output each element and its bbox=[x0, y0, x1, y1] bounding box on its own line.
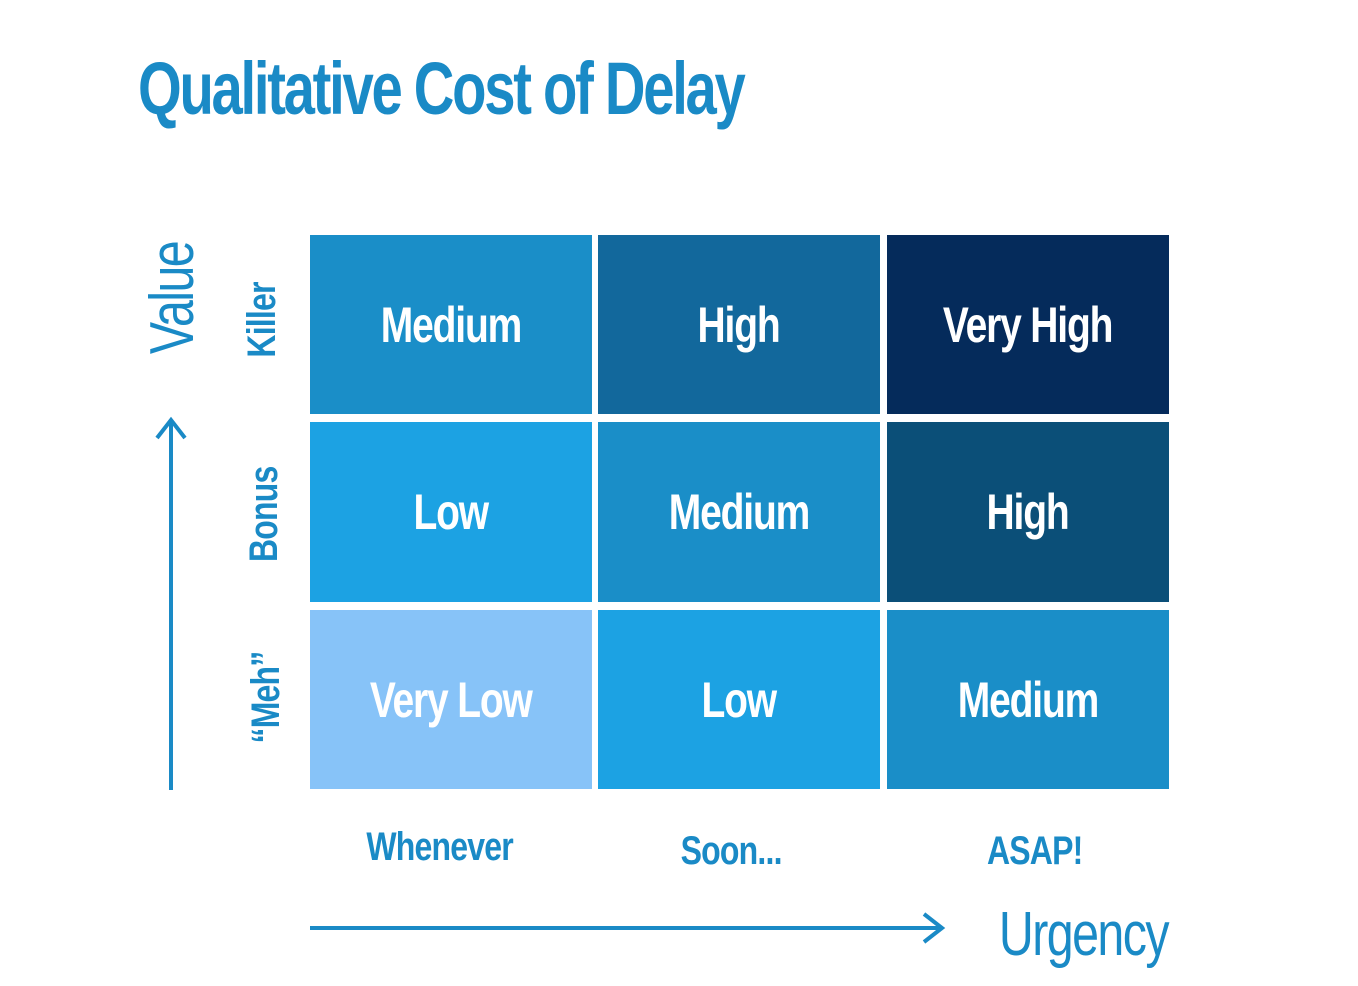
column-label-asap-text: ASAP! bbox=[987, 829, 1083, 873]
cell-killer-soon: High bbox=[598, 235, 880, 414]
cell-killer-asap-label: Very High bbox=[943, 296, 1114, 353]
value-axis-arrow bbox=[155, 416, 187, 790]
urgency-axis-arrow bbox=[310, 912, 946, 944]
cell-bonus-soon-label: Medium bbox=[668, 484, 810, 540]
cell-bonus-whenever: Low bbox=[310, 422, 592, 602]
cell-bonus-soon: Medium bbox=[598, 422, 880, 602]
cell-meh-whenever-label: Very Low bbox=[370, 671, 533, 728]
column-label-whenever: Whenever bbox=[320, 822, 560, 872]
column-label-asap: ASAP! bbox=[915, 826, 1155, 876]
row-label-meh: “Meh” bbox=[244, 618, 288, 778]
cell-bonus-asap-label: High bbox=[987, 484, 1070, 540]
cell-meh-whenever: Very Low bbox=[310, 610, 592, 789]
page-title: Qualitative Cost of Delay bbox=[138, 47, 746, 130]
column-label-whenever-text: Whenever bbox=[366, 825, 514, 869]
cell-meh-asap: Medium bbox=[887, 610, 1169, 789]
cell-killer-asap: Very High bbox=[887, 235, 1169, 414]
urgency-axis-title-text: Urgency bbox=[998, 900, 1169, 969]
row-label-bonus-text: Bonus bbox=[242, 466, 286, 562]
column-label-soon-text: Soon... bbox=[680, 829, 782, 873]
row-label-killer: Killer bbox=[240, 240, 284, 400]
cell-meh-soon-label: Low bbox=[701, 671, 778, 728]
row-label-killer-text: Killer bbox=[240, 282, 284, 358]
row-label-bonus: Bonus bbox=[242, 434, 286, 594]
value-axis-title-text: Value bbox=[138, 241, 207, 355]
cell-meh-soon: Low bbox=[598, 610, 880, 789]
urgency-axis-title: Urgency bbox=[988, 900, 1178, 970]
cell-killer-soon-label: High bbox=[698, 296, 781, 353]
cell-killer-whenever: Medium bbox=[310, 235, 592, 414]
row-label-meh-text: “Meh” bbox=[244, 652, 288, 744]
column-label-soon: Soon... bbox=[611, 826, 851, 876]
cell-bonus-asap: High bbox=[887, 422, 1169, 602]
cell-meh-asap-label: Medium bbox=[957, 671, 1099, 728]
cell-killer-whenever-label: Medium bbox=[380, 296, 522, 353]
value-axis-title: Value bbox=[138, 223, 207, 373]
cell-bonus-whenever-label: Low bbox=[413, 484, 490, 540]
